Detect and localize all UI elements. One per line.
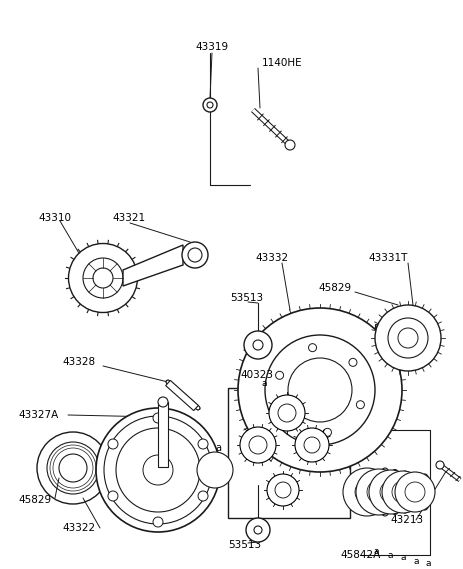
Bar xyxy=(397,327,405,349)
Circle shape xyxy=(181,242,207,268)
Circle shape xyxy=(245,518,269,542)
Circle shape xyxy=(374,305,440,371)
Ellipse shape xyxy=(376,468,392,516)
Ellipse shape xyxy=(418,474,430,510)
Circle shape xyxy=(354,480,378,504)
Circle shape xyxy=(153,413,163,423)
Circle shape xyxy=(108,439,118,449)
Circle shape xyxy=(188,248,201,262)
Circle shape xyxy=(284,140,294,150)
Circle shape xyxy=(108,491,118,501)
Text: a: a xyxy=(387,550,392,559)
Text: 43321: 43321 xyxy=(112,213,145,223)
Circle shape xyxy=(252,340,263,350)
Circle shape xyxy=(308,344,316,352)
Circle shape xyxy=(381,471,423,513)
Bar xyxy=(374,324,386,352)
Text: 43319: 43319 xyxy=(194,42,228,52)
Circle shape xyxy=(158,397,168,407)
Circle shape xyxy=(275,482,290,498)
Bar xyxy=(227,388,349,518)
Text: 43213: 43213 xyxy=(389,515,422,525)
Text: 45829: 45829 xyxy=(18,495,51,505)
Circle shape xyxy=(303,437,319,453)
Circle shape xyxy=(269,395,304,431)
Circle shape xyxy=(435,461,443,469)
Circle shape xyxy=(342,468,390,516)
Circle shape xyxy=(69,244,137,312)
Circle shape xyxy=(356,401,363,409)
Circle shape xyxy=(266,474,298,506)
Text: a: a xyxy=(214,443,220,453)
Text: 40323: 40323 xyxy=(239,370,272,380)
Bar xyxy=(158,402,168,467)
Text: 43332: 43332 xyxy=(255,253,288,263)
Circle shape xyxy=(394,472,434,512)
Circle shape xyxy=(397,328,417,348)
Text: a: a xyxy=(261,379,267,388)
Circle shape xyxy=(239,427,275,463)
Circle shape xyxy=(37,432,109,504)
Circle shape xyxy=(83,258,123,298)
Circle shape xyxy=(264,335,374,445)
Circle shape xyxy=(294,428,328,462)
Circle shape xyxy=(203,98,217,112)
Circle shape xyxy=(387,318,427,358)
Circle shape xyxy=(198,491,207,501)
Circle shape xyxy=(323,428,331,436)
Circle shape xyxy=(104,416,212,524)
Circle shape xyxy=(404,482,424,502)
Text: 43322: 43322 xyxy=(62,523,95,533)
Ellipse shape xyxy=(397,471,411,513)
Ellipse shape xyxy=(407,472,420,512)
Circle shape xyxy=(282,414,290,422)
Circle shape xyxy=(238,308,401,472)
Text: 43328: 43328 xyxy=(62,357,95,367)
Text: 53513: 53513 xyxy=(227,540,261,550)
Text: 43327A: 43327A xyxy=(18,410,58,420)
Text: a: a xyxy=(424,559,430,567)
Circle shape xyxy=(59,454,87,482)
Circle shape xyxy=(379,481,401,503)
Text: a: a xyxy=(372,546,378,555)
Text: 1140HE: 1140HE xyxy=(262,58,302,68)
Text: a: a xyxy=(400,554,405,563)
Circle shape xyxy=(288,358,351,422)
Circle shape xyxy=(348,358,356,366)
Circle shape xyxy=(277,404,295,422)
Circle shape xyxy=(96,408,219,532)
Text: 45842A: 45842A xyxy=(339,550,380,560)
Circle shape xyxy=(244,331,271,359)
Polygon shape xyxy=(165,381,198,411)
Circle shape xyxy=(116,428,200,512)
Circle shape xyxy=(391,481,413,503)
Circle shape xyxy=(47,442,99,494)
Text: 43331T: 43331T xyxy=(367,253,407,263)
Circle shape xyxy=(206,102,213,108)
Circle shape xyxy=(153,517,163,527)
Text: 53513: 53513 xyxy=(230,293,263,303)
Circle shape xyxy=(197,452,232,488)
Bar xyxy=(387,326,397,351)
Text: a: a xyxy=(413,556,418,566)
Ellipse shape xyxy=(387,469,401,514)
Circle shape xyxy=(253,526,262,534)
Circle shape xyxy=(368,470,412,514)
Circle shape xyxy=(355,469,401,515)
Circle shape xyxy=(249,436,266,454)
Text: 45829: 45829 xyxy=(317,283,350,293)
Circle shape xyxy=(143,455,173,485)
Circle shape xyxy=(275,372,283,380)
Polygon shape xyxy=(123,245,182,286)
Circle shape xyxy=(93,268,113,288)
Text: 43310: 43310 xyxy=(38,213,71,223)
Circle shape xyxy=(366,480,390,504)
Circle shape xyxy=(198,439,207,449)
